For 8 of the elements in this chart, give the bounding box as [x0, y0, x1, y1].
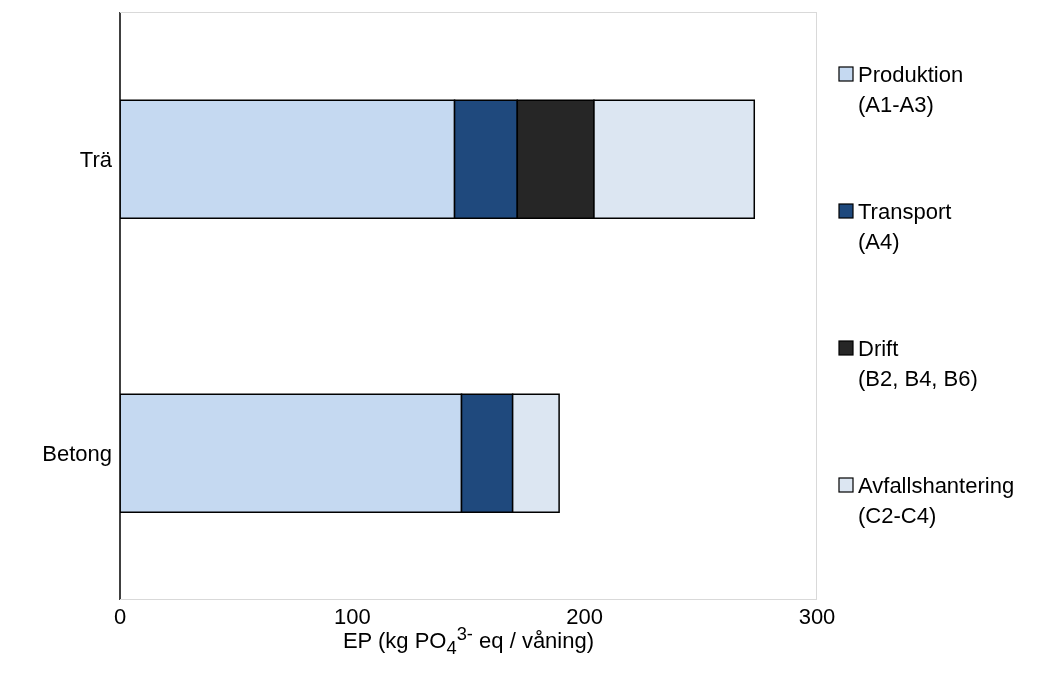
legend-label: Avfallshantering (C2-C4): [858, 472, 1016, 530]
legend-label: Produktion (A1-A3): [858, 61, 965, 119]
y-tick-label: Trä: [79, 146, 113, 172]
legend-label: Drift (B2, B4, B6): [858, 335, 979, 393]
y-tick-label: Betong: [42, 440, 112, 466]
x-tick-label: 300: [798, 603, 836, 629]
x-tick-label: 0: [113, 603, 127, 629]
legend-label: Transport (A4): [858, 198, 953, 256]
